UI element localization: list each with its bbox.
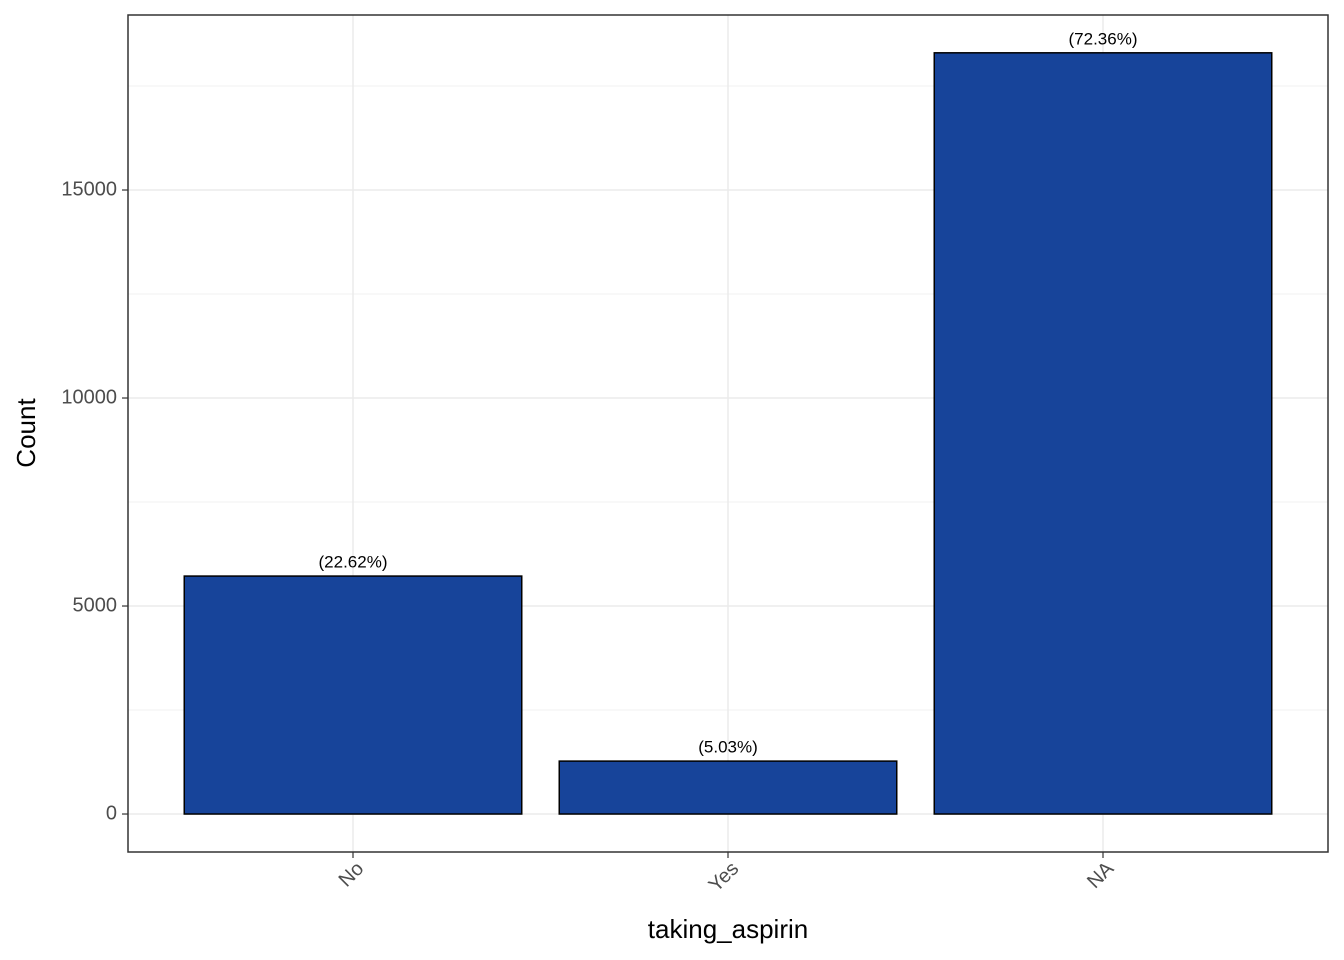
bar bbox=[183, 575, 523, 815]
percent-label: (22.62%) bbox=[319, 553, 388, 572]
y-tick-label: 5000 bbox=[73, 594, 118, 616]
percent-label: (5.03%) bbox=[698, 738, 758, 757]
y-axis-title: Count bbox=[11, 398, 41, 468]
y-tick-label: 10000 bbox=[61, 386, 117, 408]
panel-border bbox=[127, 14, 1329, 853]
bar bbox=[558, 760, 898, 815]
bar bbox=[933, 52, 1273, 815]
x-axis-title: taking_aspirin bbox=[648, 914, 808, 944]
percent-label: (72.36%) bbox=[1069, 29, 1138, 48]
y-tick-label: 15000 bbox=[61, 178, 117, 200]
y-tick-label: 0 bbox=[106, 802, 117, 824]
